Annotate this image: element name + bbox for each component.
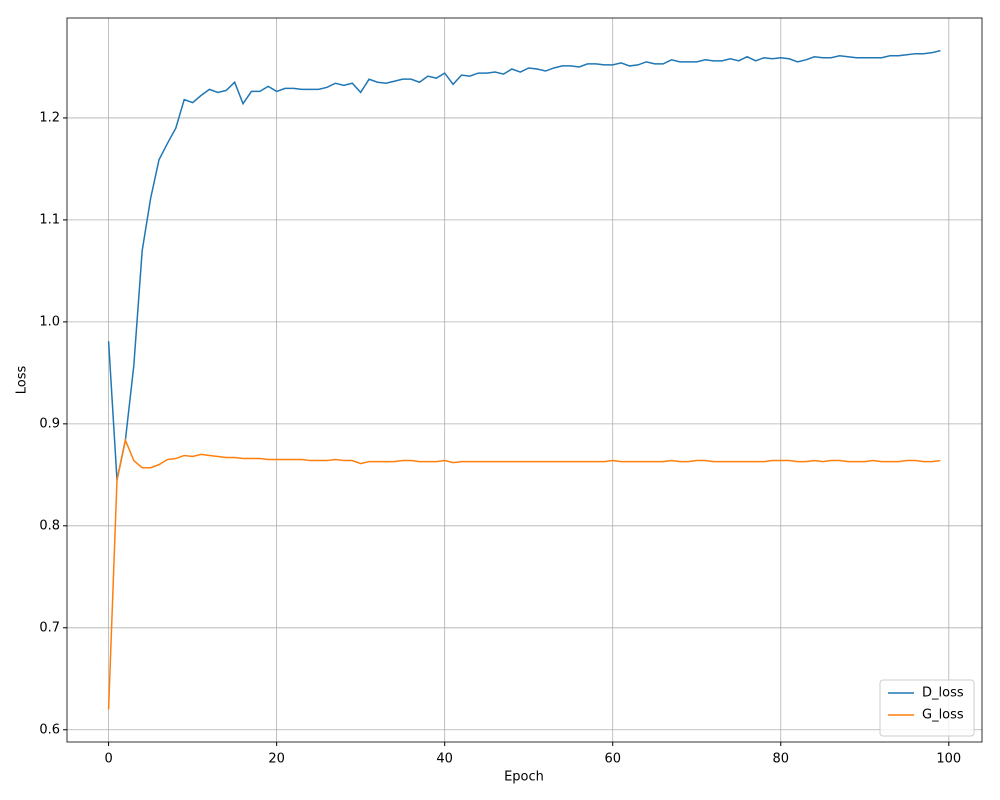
y-tick-label: 0.6 (39, 722, 60, 737)
y-tick-label: 0.8 (39, 518, 60, 533)
x-axis-label: Epoch (504, 770, 544, 785)
y-axis-label: Loss (15, 366, 30, 395)
x-tick-label: 60 (604, 752, 621, 767)
legend-box (879, 679, 975, 737)
x-tick-label: 80 (772, 752, 789, 767)
plot-frame (66, 17, 983, 743)
x-tick-label: 40 (436, 752, 453, 767)
y-tick-label: 0.7 (39, 620, 60, 635)
y-tick-label: 1.0 (39, 314, 60, 329)
x-tick-label: 100 (936, 752, 961, 767)
line-series (107, 437, 941, 710)
line-series (107, 49, 941, 481)
x-tick-label: 20 (268, 752, 285, 767)
legend-label: D_loss (922, 686, 964, 701)
y-tick-label: 1.2 (39, 110, 60, 125)
x-tick-label: 0 (104, 752, 112, 767)
y-tick-label: 0.9 (39, 416, 60, 431)
legend-label: G_loss (922, 708, 964, 723)
y-tick-label: 1.1 (39, 212, 60, 227)
